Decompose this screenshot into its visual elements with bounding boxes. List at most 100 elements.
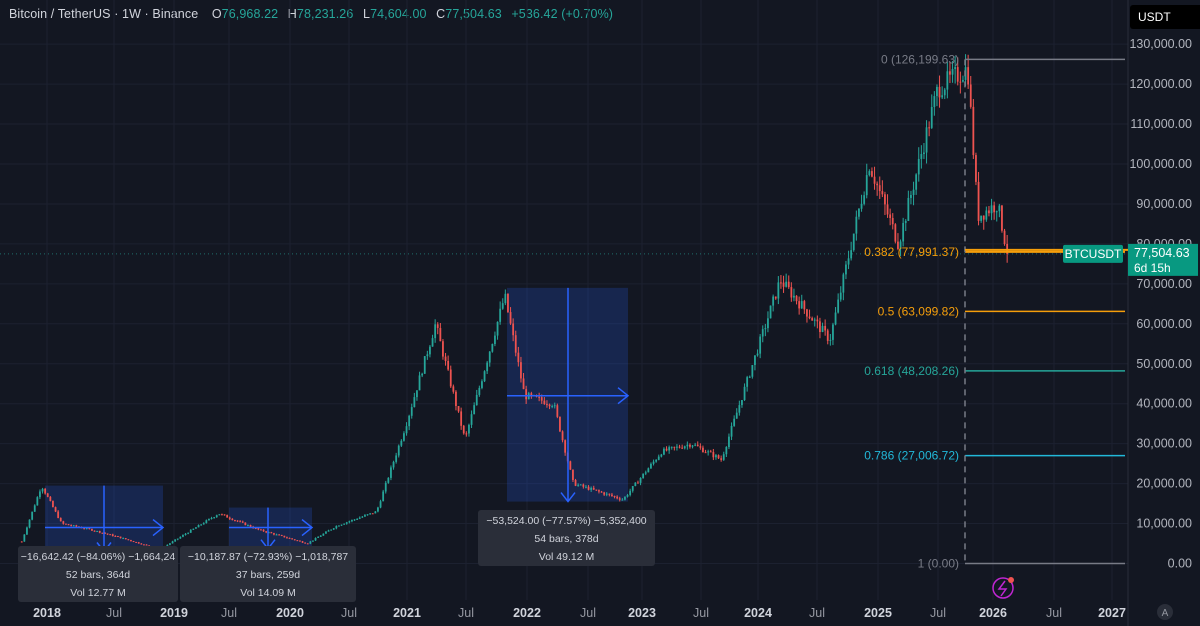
candle-body	[561, 431, 564, 441]
candle-body	[325, 531, 327, 534]
bar-countdown: 6d 15h	[1134, 261, 1171, 275]
low-label: L	[363, 7, 371, 21]
candle-body	[995, 211, 998, 213]
candle-body	[465, 433, 468, 435]
candle-body	[283, 535, 286, 538]
candle-body	[878, 185, 881, 192]
currency-button[interactable]: USDT	[1130, 5, 1200, 29]
candle-body	[416, 390, 418, 398]
candle-body	[470, 414, 473, 425]
candle-body	[301, 541, 304, 543]
candle-body	[462, 425, 465, 434]
candle-body	[309, 541, 312, 544]
candle-body	[166, 544, 169, 547]
candle-body	[603, 492, 606, 495]
candle-body	[366, 514, 369, 516]
candle-body	[930, 106, 933, 128]
candle-body	[756, 353, 759, 356]
candle-body	[244, 522, 247, 526]
candle-body	[819, 321, 821, 333]
candle-body	[192, 528, 195, 530]
candle-body	[85, 528, 88, 530]
candle-body	[598, 490, 600, 492]
candle-body	[247, 525, 249, 527]
candle-body	[197, 525, 200, 528]
candle-body	[754, 355, 756, 366]
candle-body	[803, 301, 806, 310]
candle-body	[52, 500, 54, 508]
candle-body	[574, 479, 577, 486]
candle-body	[881, 191, 884, 195]
high-value: 78,231.26	[296, 7, 354, 21]
candle-body	[980, 215, 983, 221]
candle-body	[382, 491, 385, 502]
candle-body	[543, 400, 546, 405]
auto-scale-button[interactable]	[1157, 604, 1173, 620]
candle-body	[509, 312, 512, 324]
candle-body	[517, 352, 520, 363]
candle-body	[624, 496, 626, 500]
measure-stat-line: 37 bars, 259d	[235, 569, 301, 581]
candle-body	[616, 496, 619, 499]
candle-body	[956, 67, 959, 82]
candle-body	[59, 517, 62, 522]
candle-body	[915, 174, 918, 190]
candle-body	[530, 393, 533, 396]
fib-level-label: 0.5 (63,099.82)	[878, 304, 959, 318]
candle-body	[798, 301, 801, 309]
candle-body	[842, 274, 845, 293]
notification-dot	[1008, 577, 1014, 583]
candle-body	[421, 373, 424, 376]
lightning-icon[interactable]	[992, 577, 1014, 599]
candle-body	[738, 405, 741, 413]
time-tick-label: 2025	[864, 606, 892, 620]
candle-body	[20, 541, 23, 543]
symbol-title[interactable]: Bitcoin / TetherUS · 1W · Binance	[9, 7, 199, 21]
candle-body	[273, 533, 275, 535]
candle-body	[673, 446, 676, 448]
candle-body	[611, 494, 613, 497]
candle-body	[33, 505, 36, 512]
candle-body	[683, 446, 686, 449]
candle-body	[587, 486, 590, 490]
measure-stat-line: −10,187.87 (−72.93%) −1,018,787	[187, 551, 349, 563]
candle-body	[75, 525, 78, 527]
candle-body	[481, 381, 483, 388]
candle-body	[486, 362, 489, 372]
candle-body	[821, 325, 824, 333]
candle-body	[764, 328, 767, 330]
candle-body	[629, 490, 632, 495]
candle-body	[834, 312, 837, 325]
candle-body	[826, 330, 829, 341]
measure-stats-box: −10,187.87 (−72.93%) −1,018,787 37 bars, …	[180, 546, 356, 602]
candle-body	[520, 362, 522, 379]
last-price-value: 77,504.63	[1134, 246, 1190, 260]
candle-body	[98, 531, 101, 533]
candle-body	[41, 488, 44, 492]
candle-body	[907, 197, 910, 221]
candle-body	[374, 511, 377, 514]
candle-body	[312, 540, 314, 542]
candle-body	[145, 544, 148, 546]
candle-body	[860, 203, 863, 209]
candle-body	[585, 486, 587, 488]
time-tick-label: 2027	[1098, 606, 1126, 620]
candle-body	[722, 454, 725, 460]
candle-body	[694, 444, 697, 446]
candle-body	[356, 518, 359, 520]
candle-body	[444, 356, 447, 361]
candle-body	[806, 309, 808, 317]
candle-body	[132, 541, 135, 543]
candle-body	[91, 528, 93, 531]
candle-body	[405, 426, 408, 434]
time-tick-label: 2024	[744, 606, 772, 620]
candle-body	[548, 404, 551, 407]
candle-body	[769, 305, 772, 319]
candle-body	[262, 529, 265, 532]
candle-body	[496, 321, 499, 336]
candle-body	[839, 292, 842, 300]
candle-body	[447, 360, 450, 370]
time-tick-label: 2023	[628, 606, 656, 620]
candle-body	[538, 396, 541, 398]
